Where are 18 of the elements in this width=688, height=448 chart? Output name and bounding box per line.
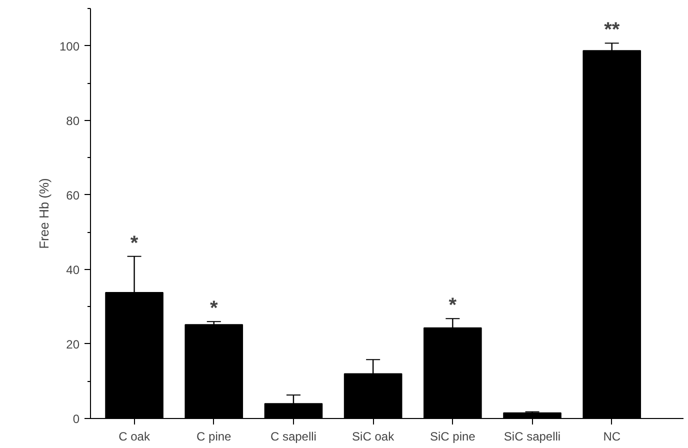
annotation: * — [448, 294, 457, 317]
y-tick-label: 100 — [59, 39, 80, 54]
y-tick-label: 0 — [72, 412, 80, 426]
y-tick-label: 20 — [66, 337, 80, 352]
annotation: ** — [604, 19, 620, 42]
x-tick-label: C sapelli — [270, 430, 316, 444]
x-tick-label: C oak — [118, 430, 151, 444]
x-tick-label: NC — [603, 430, 621, 444]
y-tick-label: 40 — [66, 262, 80, 277]
y-tick-label: 60 — [66, 188, 80, 202]
annotation: * — [130, 232, 138, 254]
x-tick-label: SiC sapelli — [504, 430, 561, 444]
x-tick-label: SiC oak — [352, 430, 396, 444]
y-axis-title: Free Hb (%) — [36, 178, 52, 249]
y-tick-label: 80 — [66, 114, 80, 128]
annotation: * — [210, 298, 218, 320]
x-tick-label: SiC pine — [430, 430, 476, 444]
x-tick-label: C pine — [196, 430, 232, 444]
